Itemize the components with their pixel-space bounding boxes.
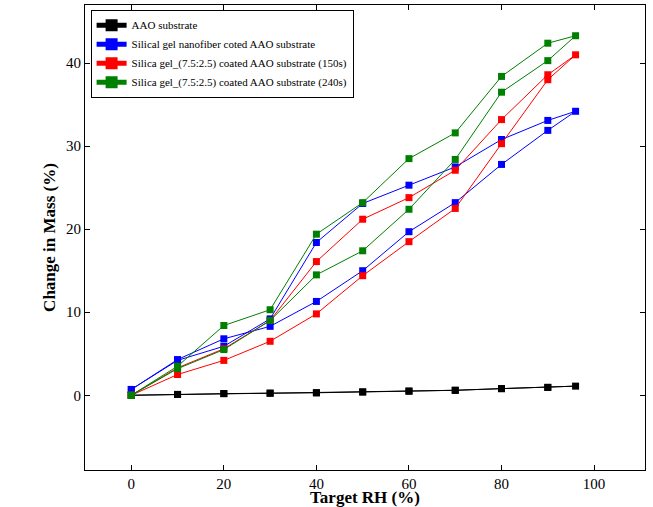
svg-text:Silica gel_(7.5:2.5) coated AA: Silica gel_(7.5:2.5) coated AAO substrat…	[132, 57, 347, 70]
svg-text:100: 100	[583, 476, 606, 492]
svg-text:40: 40	[66, 55, 81, 71]
svg-text:AAO substrate: AAO substrate	[132, 19, 198, 31]
svg-text:Silica gel_(7.5:2.5) coated AA: Silica gel_(7.5:2.5) coated AAO substrat…	[132, 76, 347, 89]
svg-text:60: 60	[401, 476, 416, 492]
svg-text:Target RH (%): Target RH (%)	[310, 488, 420, 507]
svg-text:Silical gel nanofiber coted AA: Silical gel nanofiber coted AAO substrat…	[132, 38, 316, 50]
svg-text:0: 0	[74, 388, 82, 404]
svg-text:80: 80	[494, 476, 509, 492]
svg-text:10: 10	[66, 304, 81, 320]
svg-text:Change in Mass (%): Change in Mass (%)	[40, 163, 59, 312]
svg-text:20: 20	[66, 221, 81, 237]
svg-text:30: 30	[66, 138, 81, 154]
svg-text:20: 20	[216, 476, 231, 492]
svg-text:40: 40	[309, 476, 324, 492]
svg-text:0: 0	[128, 476, 136, 492]
